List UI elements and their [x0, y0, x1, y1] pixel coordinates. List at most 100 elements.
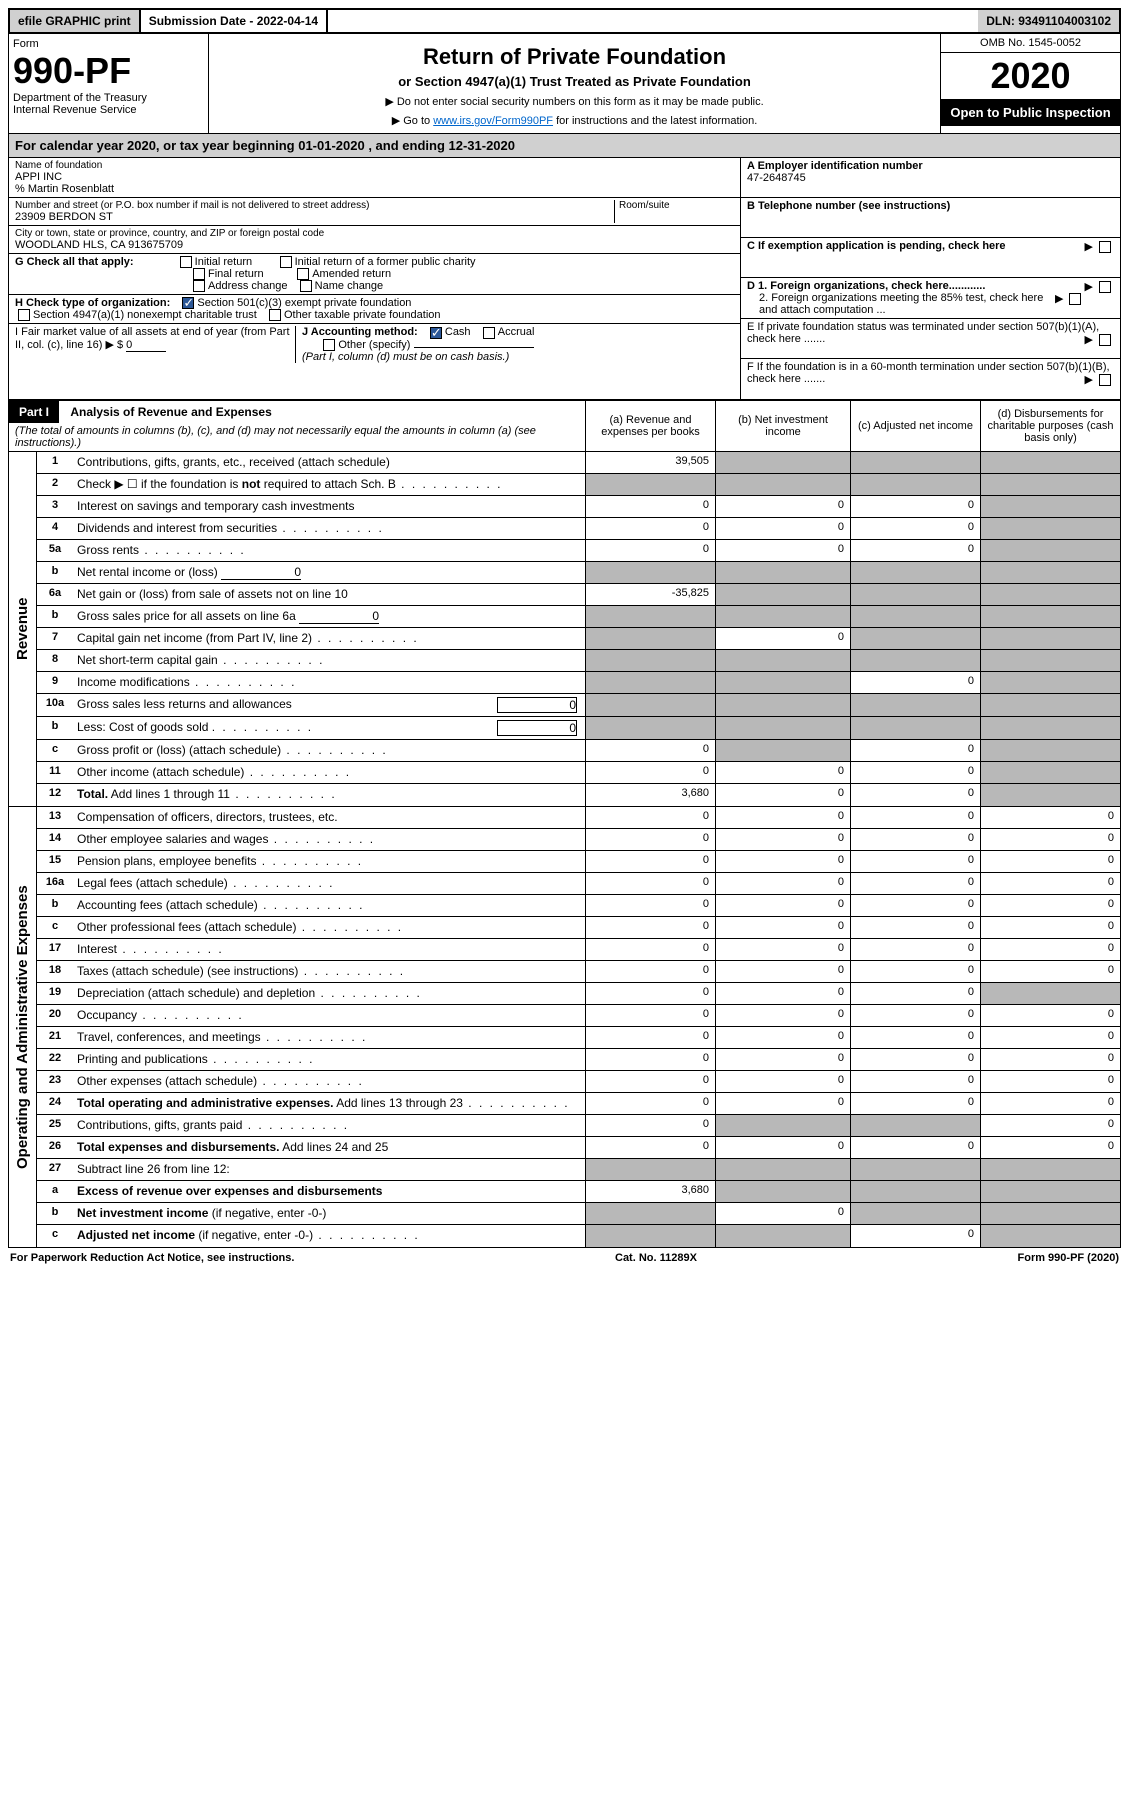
- cell-ca: 0: [585, 518, 715, 539]
- cell-cb: 0: [715, 762, 850, 783]
- row-desc: Adjusted net income (if negative, enter …: [73, 1225, 585, 1247]
- cell-cd: 0: [980, 939, 1120, 960]
- note2-pre: ▶ Go to: [392, 115, 433, 127]
- cell-ca: 39,505: [585, 452, 715, 473]
- cell-cb: [715, 1115, 850, 1136]
- row-number: c: [37, 917, 73, 938]
- e-row: E If private foundation status was termi…: [741, 319, 1120, 359]
- row-number: 13: [37, 807, 73, 828]
- j-accrual: Accrual: [498, 326, 535, 338]
- g-label: G Check all that apply:: [15, 256, 134, 268]
- d1-checkbox[interactable]: [1099, 281, 1111, 293]
- cell-cb: [715, 672, 850, 693]
- info-right: A Employer identification number 47-2648…: [740, 158, 1120, 399]
- initial-former-checkbox[interactable]: [280, 256, 292, 268]
- address-change-checkbox[interactable]: [193, 280, 205, 292]
- cell-cc: [850, 650, 980, 671]
- cell-cc: 0: [850, 829, 980, 850]
- row-desc: Other employee salaries and wages: [73, 829, 585, 850]
- name-change-checkbox[interactable]: [300, 280, 312, 292]
- cash-checkbox[interactable]: [430, 327, 442, 339]
- cell-cc: 0: [850, 1027, 980, 1048]
- table-row: 14Other employee salaries and wages0000: [37, 829, 1120, 851]
- row-number: 22: [37, 1049, 73, 1070]
- 4947-checkbox[interactable]: [18, 309, 30, 321]
- cell-cd: [980, 518, 1120, 539]
- cell-cc: 0: [850, 518, 980, 539]
- cell-cc: 0: [850, 1049, 980, 1070]
- cell-cd: 0: [980, 1049, 1120, 1070]
- table-row: 12Total. Add lines 1 through 113,68000: [37, 784, 1120, 806]
- page-footer: For Paperwork Reduction Act Notice, see …: [8, 1248, 1121, 1268]
- cell-cb: 0: [715, 807, 850, 828]
- address-row: Number and street (or P.O. box number if…: [9, 198, 740, 226]
- cell-cd: [980, 584, 1120, 605]
- footer-mid: Cat. No. 11289X: [615, 1252, 697, 1264]
- cell-cd: 0: [980, 1071, 1120, 1092]
- cell-ca: [585, 1203, 715, 1224]
- f-label: F If the foundation is in a 60-month ter…: [747, 361, 1110, 385]
- cell-ca: 0: [585, 961, 715, 982]
- row-number: 3: [37, 496, 73, 517]
- final-return-checkbox[interactable]: [193, 268, 205, 280]
- amended-return-checkbox[interactable]: [297, 268, 309, 280]
- j-other: Other (specify): [338, 339, 410, 351]
- row-desc: Gross profit or (loss) (attach schedule): [73, 740, 585, 761]
- row-number: 26: [37, 1137, 73, 1158]
- table-row: 20Occupancy0000: [37, 1005, 1120, 1027]
- expense-rows: 13Compensation of officers, directors, t…: [37, 807, 1120, 1247]
- other-method-checkbox[interactable]: [323, 339, 335, 351]
- row-desc: Income modifications: [73, 672, 585, 693]
- initial-return-checkbox[interactable]: [180, 256, 192, 268]
- f-checkbox[interactable]: [1099, 374, 1111, 386]
- cell-cd: [980, 452, 1120, 473]
- accrual-checkbox[interactable]: [483, 327, 495, 339]
- d2-checkbox[interactable]: [1069, 293, 1081, 305]
- info-left: Name of foundation APPI INC % Martin Ros…: [9, 158, 740, 399]
- cell-ca: 0: [585, 540, 715, 561]
- cell-cb: [715, 694, 850, 716]
- cell-cb: 0: [715, 829, 850, 850]
- instructions-link[interactable]: www.irs.gov/Form990PF: [433, 115, 553, 127]
- g-opt-2: Address change: [208, 280, 288, 292]
- efile-label[interactable]: efile GRAPHIC print: [10, 10, 141, 32]
- cell-cb: 0: [715, 1005, 850, 1026]
- table-row: 7Capital gain net income (from Part IV, …: [37, 628, 1120, 650]
- name-label: Name of foundation: [15, 160, 734, 171]
- 501c3-checkbox[interactable]: [182, 297, 194, 309]
- g-row: G Check all that apply: Initial return I…: [9, 254, 740, 295]
- cell-ca: 0: [585, 917, 715, 938]
- table-row: 25Contributions, gifts, grants paid00: [37, 1115, 1120, 1137]
- cell-cc: 0: [850, 873, 980, 894]
- ein-value: 47-2648745: [747, 172, 806, 184]
- d2-label: 2. Foreign organizations meeting the 85%…: [747, 292, 1047, 316]
- cell-cb: [715, 650, 850, 671]
- other-taxable-checkbox[interactable]: [269, 309, 281, 321]
- table-row: 16aLegal fees (attach schedule)0000: [37, 873, 1120, 895]
- h-opt-2: Other taxable private foundation: [284, 309, 441, 321]
- cell-cb: 0: [715, 1049, 850, 1070]
- form-title: Return of Private Foundation: [215, 44, 934, 70]
- row-number: 6a: [37, 584, 73, 605]
- cell-ca: [585, 694, 715, 716]
- cell-cd: 0: [980, 851, 1120, 872]
- cell-cb: 0: [715, 983, 850, 1004]
- e-checkbox[interactable]: [1099, 334, 1111, 346]
- cell-ca: 0: [585, 983, 715, 1004]
- cell-cd: [980, 540, 1120, 561]
- cell-cc: 0: [850, 983, 980, 1004]
- row-number: 17: [37, 939, 73, 960]
- cell-cb: [715, 606, 850, 627]
- a-label: A Employer identification number: [747, 160, 923, 172]
- row-number: c: [37, 740, 73, 761]
- c-label: C If exemption application is pending, c…: [747, 240, 1006, 252]
- table-row: bNet rental income or (loss) 0: [37, 562, 1120, 584]
- cell-cc: 0: [850, 961, 980, 982]
- table-row: bAccounting fees (attach schedule)0000: [37, 895, 1120, 917]
- b-label: B Telephone number (see instructions): [747, 200, 950, 212]
- expenses-table: Operating and Administrative Expenses 13…: [8, 807, 1121, 1248]
- form-title-block: Return of Private Foundation or Section …: [209, 34, 940, 133]
- c-checkbox[interactable]: [1099, 241, 1111, 253]
- cell-cc: [850, 1115, 980, 1136]
- table-row: 4Dividends and interest from securities0…: [37, 518, 1120, 540]
